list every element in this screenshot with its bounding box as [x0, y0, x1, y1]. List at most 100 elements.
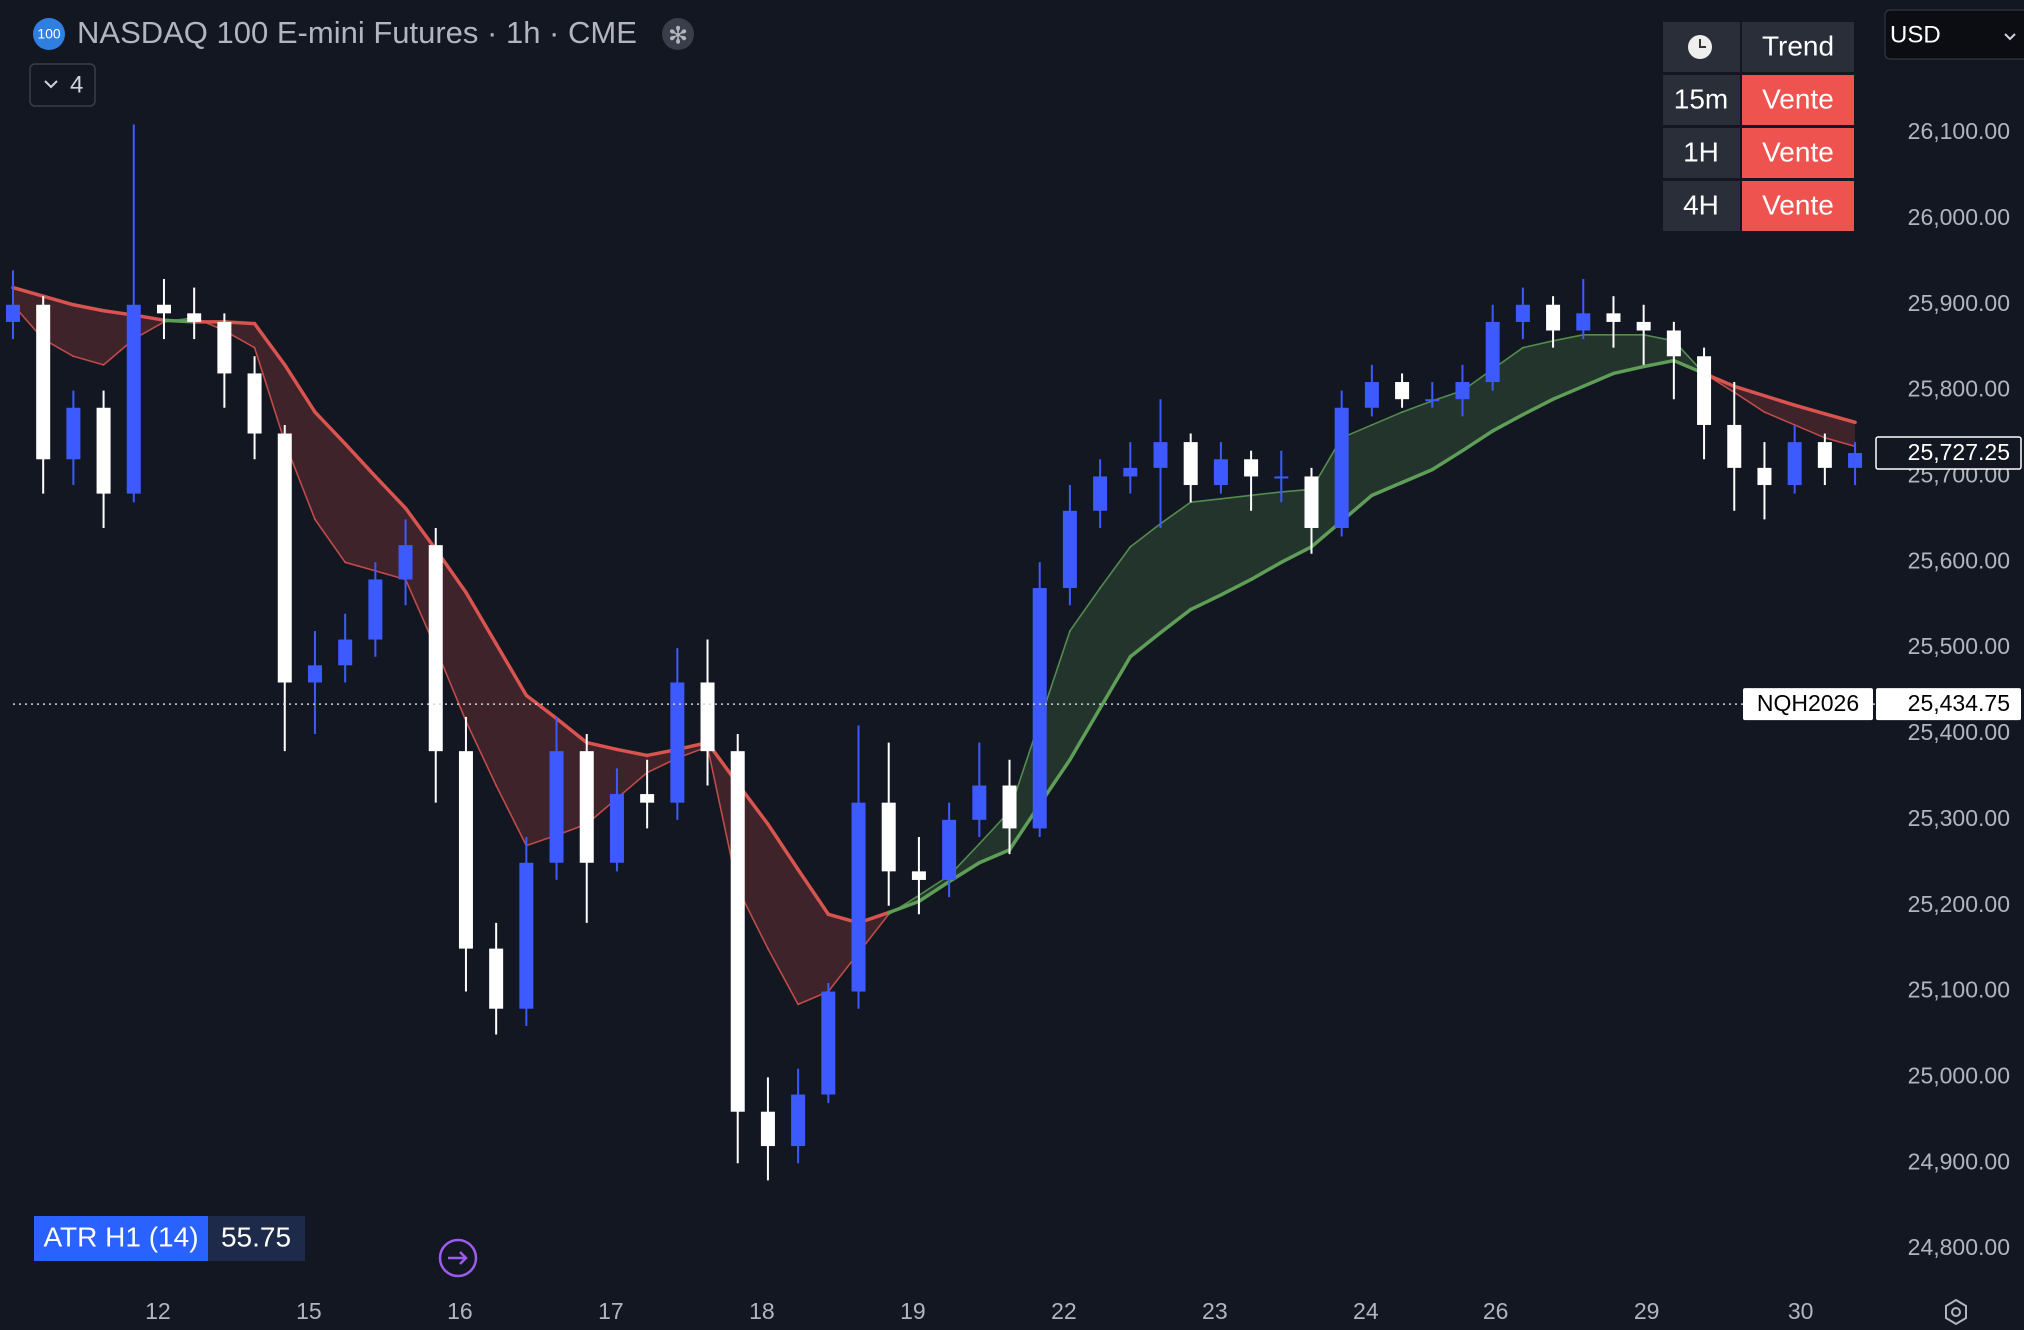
slow-line	[977, 848, 1012, 865]
candle-body	[1576, 313, 1591, 331]
candle-body	[368, 579, 383, 640]
fast-line	[1159, 501, 1192, 525]
slow-line	[1551, 384, 1586, 401]
candle-body	[1274, 476, 1289, 479]
fast-line	[1763, 411, 1796, 426]
ref-name-box	[1743, 688, 1873, 721]
slow-line	[1762, 394, 1797, 407]
slow-line	[1098, 654, 1133, 710]
slow-line	[1068, 706, 1102, 762]
x-tick-label: 19	[900, 1298, 926, 1324]
trend-rows: 15m Vente 1H Vente 4H Vente	[1663, 75, 1854, 231]
candle-body	[851, 802, 866, 992]
currency-select[interactable]	[1884, 9, 2024, 60]
settings-icon[interactable]	[662, 18, 694, 50]
replay-icon[interactable]	[438, 1238, 478, 1278]
slow-line	[766, 822, 800, 872]
atr-value: 55.75	[221, 1221, 291, 1252]
indicator-toggle[interactable]	[29, 63, 96, 107]
currency-chevron	[2004, 33, 2016, 41]
trend-band	[1190, 498, 1221, 610]
slow-line	[252, 321, 287, 367]
y-tick-label: 25,100.00	[1908, 977, 2010, 1003]
fast-line	[72, 355, 105, 366]
trend-band	[1553, 334, 1584, 400]
y-tick-label: 24,900.00	[1908, 1148, 2010, 1174]
candle-body	[1817, 442, 1832, 468]
trend-band	[1583, 334, 1614, 387]
trend-band	[767, 824, 799, 1005]
slow-line	[1460, 429, 1495, 453]
slow-line	[1279, 545, 1314, 565]
candle-body	[1304, 476, 1319, 528]
fast-line	[1522, 340, 1554, 349]
trend-band	[1039, 630, 1070, 805]
trend-band	[1462, 369, 1493, 451]
candle-body	[730, 751, 745, 1112]
x-tick-label: 24	[1353, 1298, 1379, 1324]
candle-body	[1123, 467, 1138, 477]
slow-line	[1219, 577, 1253, 597]
candle-body	[1032, 588, 1047, 829]
slow-line	[584, 740, 619, 752]
candle-body	[972, 785, 987, 820]
slow-line	[464, 590, 498, 646]
trend-band	[1009, 721, 1040, 850]
slow-line	[494, 642, 529, 698]
candle-body	[1425, 399, 1440, 402]
trend-band	[1371, 412, 1403, 496]
candle-body	[1364, 382, 1379, 408]
candle-body	[1606, 313, 1621, 322]
settings-hex[interactable]	[1945, 1298, 1967, 1326]
fast-line	[465, 720, 497, 787]
atr-value-box	[208, 1216, 305, 1261]
slow-line	[71, 303, 106, 313]
slow-line	[1732, 384, 1767, 398]
trend-band	[1734, 386, 1765, 413]
candle-body	[1213, 459, 1228, 486]
y-tick-label: 24,800.00	[1908, 1234, 2010, 1260]
candle-body	[428, 545, 443, 752]
fast-line	[1099, 546, 1132, 589]
ref-price-box	[1876, 688, 2021, 721]
trend-signal: Vente	[1762, 136, 1834, 167]
timeframe: 15m	[1674, 83, 1728, 114]
table-cell	[1742, 22, 1854, 72]
candle-body	[640, 794, 655, 803]
candle-body	[156, 304, 171, 314]
fast-line	[1401, 400, 1434, 413]
slow-line	[313, 410, 347, 446]
y-tick-label: 25,300.00	[1908, 805, 2010, 831]
candle-body	[1697, 356, 1712, 425]
trend-band	[133, 315, 164, 340]
fast-line	[1733, 391, 1766, 413]
last-price-box	[1875, 436, 2022, 470]
x-tick-label: 30	[1788, 1298, 1814, 1324]
x-tick-label: 23	[1202, 1298, 1228, 1324]
slow-line	[1581, 371, 1616, 389]
slow-line	[524, 693, 559, 721]
slow-line	[343, 442, 378, 479]
slow-line	[1370, 480, 1404, 498]
candle-body	[1848, 453, 1863, 468]
candle-body	[1334, 407, 1349, 528]
trend-band	[828, 914, 859, 992]
trend-band	[1130, 523, 1161, 657]
candle-body	[5, 304, 20, 322]
x-tick-label: 22	[1051, 1298, 1077, 1324]
slow-line	[796, 867, 831, 917]
trend-band	[737, 783, 768, 949]
trend-band	[1341, 424, 1372, 522]
fast-line	[1371, 411, 1403, 426]
slow-line	[1249, 560, 1284, 582]
fast-line	[1069, 587, 1101, 632]
y-tick-label: 26,100.00	[1908, 118, 2010, 144]
trend-band	[405, 508, 436, 649]
candle-body	[1636, 321, 1651, 331]
fast-line	[344, 561, 377, 572]
settings-glyph: ✻	[668, 22, 688, 49]
fast-line	[1793, 424, 1826, 439]
trend-band	[224, 321, 255, 348]
